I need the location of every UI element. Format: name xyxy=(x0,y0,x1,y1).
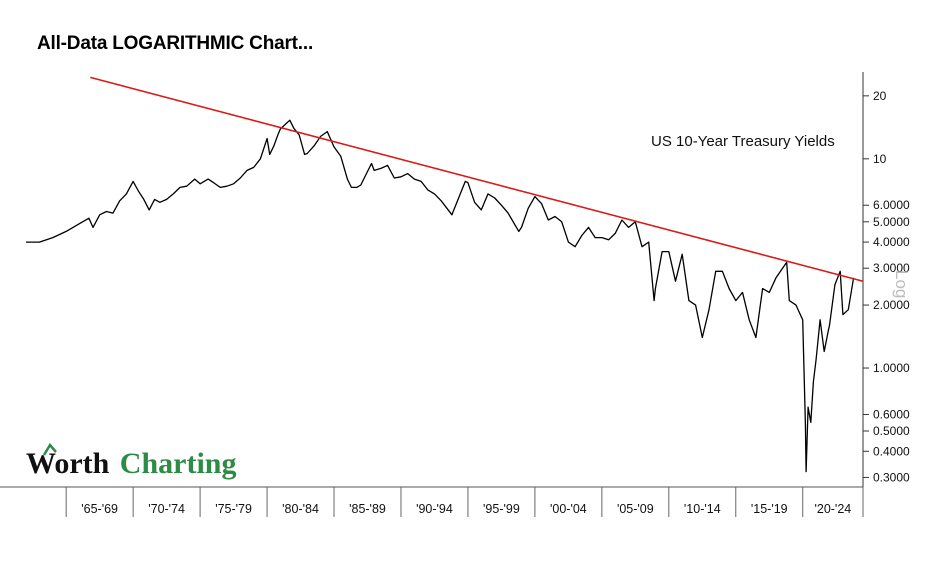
y-tick-label: 1.0000 xyxy=(873,361,910,375)
y-tick-label: 2.0000 xyxy=(873,298,910,312)
x-tick-label: '85-'89 xyxy=(349,502,386,516)
y-axis: 20 10 6.0000 5.0000 4.0000 3.0000 2.0000 1.0000… xyxy=(862,72,910,487)
log-scale-label: Log xyxy=(892,270,911,298)
y-tick-label: 0.6000 xyxy=(873,407,910,421)
series-annotation: US 10-Year Treasury Yields xyxy=(651,133,835,150)
x-tick-label: '10-'14 xyxy=(684,502,721,516)
series-line-treasury-yield xyxy=(26,119,855,473)
y-tick-label: 6.0000 xyxy=(873,198,910,212)
trendline-red xyxy=(90,76,864,282)
x-tick-label: '20-'24 xyxy=(814,502,851,516)
logo-arrow-icon xyxy=(42,442,57,456)
y-tick-label: 0.4000 xyxy=(873,444,910,458)
y-tick-label: 0.5000 xyxy=(873,424,910,438)
x-tick-label: '80-'84 xyxy=(282,502,319,516)
x-tick-label: '95-'99 xyxy=(483,502,520,516)
y-tick-label: 20 xyxy=(873,89,887,103)
y-tick-label: 0.3000 xyxy=(873,470,910,484)
x-tick-label: '75-'79 xyxy=(215,502,252,516)
worth-charting-logo: Worth Charting xyxy=(26,442,236,480)
x-tick-label: '00-'04 xyxy=(550,502,587,516)
x-tick-label: '90-'94 xyxy=(416,502,453,516)
y-tick-label: 3.0000 xyxy=(873,261,910,275)
y-tick-label: 10 xyxy=(873,152,887,166)
x-axis: '65-'69 '70-'74 '75-'79 '80-'84 '85-'89 '90-'… xyxy=(0,486,864,517)
x-tick-label: '15-'19 xyxy=(751,502,788,516)
y-tick-label: 4.0000 xyxy=(873,235,910,249)
x-tick-label: '05-'09 xyxy=(617,502,654,516)
y-tick-label: 5.0000 xyxy=(873,215,910,229)
page-title: All-Data LOGARITHMIC Chart... xyxy=(37,33,314,54)
logo-word-charting: Charting xyxy=(120,447,237,480)
logo-word-worth: Worth xyxy=(26,447,110,480)
x-tick-label: '70-'74 xyxy=(148,502,185,516)
x-tick-label: '65-'69 xyxy=(81,502,118,516)
svg-text:Worth Charting: Worth Charting xyxy=(26,447,236,480)
plot-area xyxy=(26,76,864,473)
